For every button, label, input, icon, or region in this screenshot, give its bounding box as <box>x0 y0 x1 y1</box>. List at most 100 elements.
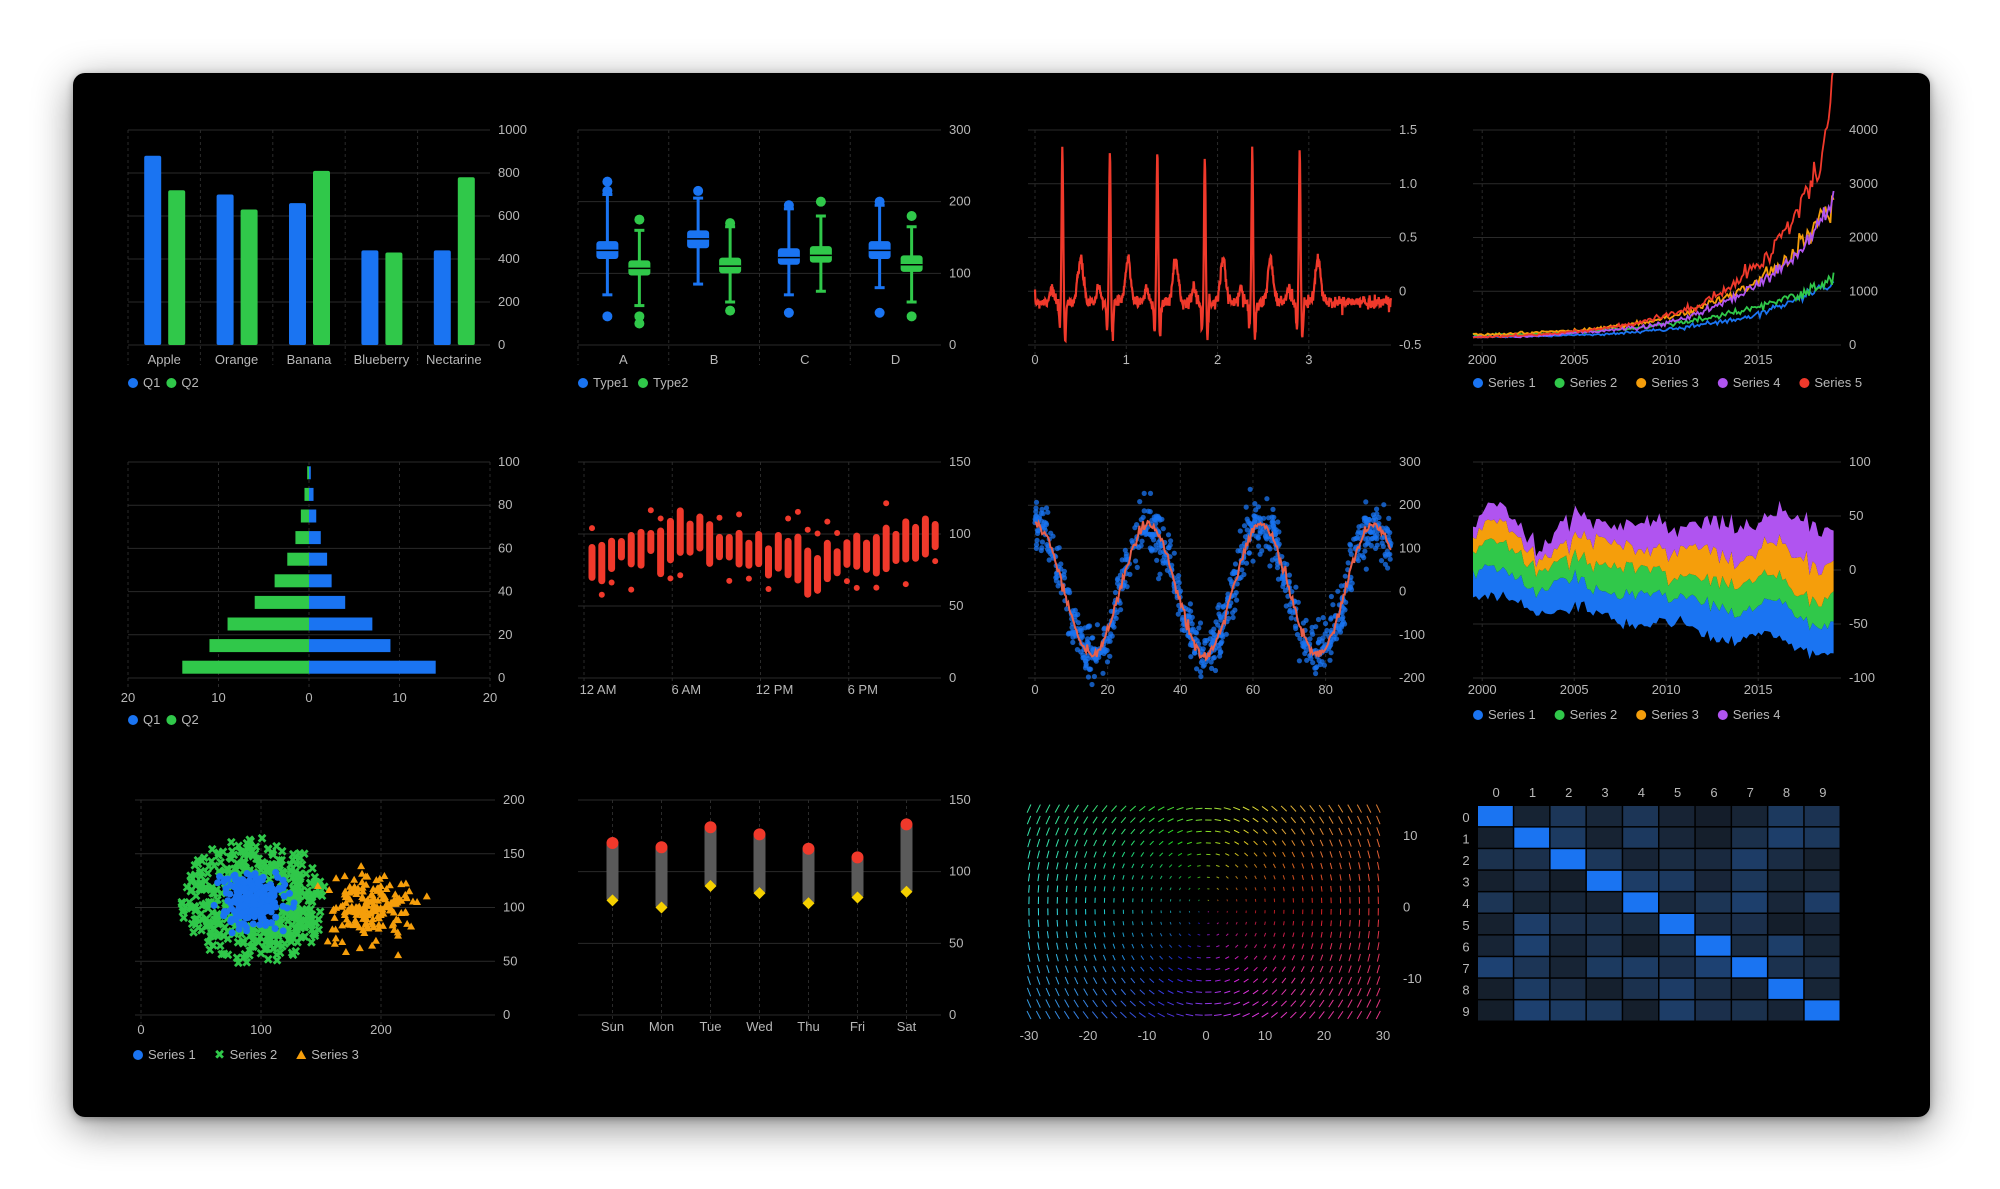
scatter-cross: ✖ <box>297 858 308 873</box>
scatter-cross: ✖ <box>248 939 259 954</box>
vector-arrow <box>1329 943 1333 950</box>
scatter-cross: ✖ <box>262 925 273 940</box>
scatter-triangle <box>376 888 385 896</box>
scatter-cross: ✖ <box>213 917 224 932</box>
vector-arrow <box>1111 988 1117 996</box>
scatter-point <box>1233 590 1239 596</box>
vector-arrow <box>1223 1013 1232 1017</box>
scatter-triangle <box>407 922 416 930</box>
vector-arrow <box>1036 976 1041 985</box>
scatter-point <box>1075 611 1081 618</box>
heatmap-cell <box>1804 849 1840 870</box>
range-bar <box>696 513 704 552</box>
scatter-cross: ✖ <box>255 922 266 937</box>
range-bar <box>851 857 864 898</box>
scatter-cross: ✖ <box>238 854 249 869</box>
vector-arrow <box>1046 965 1050 974</box>
vector-arrow <box>1377 942 1380 951</box>
scatter-point <box>1309 629 1315 635</box>
scatter-point <box>1378 558 1385 564</box>
scatter-triangle <box>352 918 361 926</box>
vector-arrow <box>1083 839 1088 847</box>
vector-arrow <box>1047 919 1049 927</box>
vector-arrow <box>1216 922 1219 925</box>
scatter-cross: ✖ <box>288 888 299 903</box>
scatter-cross: ✖ <box>287 909 298 924</box>
vector-arrow <box>1226 899 1228 902</box>
scatter-cross: ✖ <box>260 935 271 950</box>
vector-arrow <box>1198 899 1200 902</box>
scatter-point <box>1102 649 1108 655</box>
scatter-cross: ✖ <box>292 877 303 892</box>
vector-arrow <box>1196 956 1202 959</box>
scatter-point <box>1381 502 1387 508</box>
vector-arrow <box>1094 920 1096 926</box>
heatmap-cell <box>1695 957 1731 978</box>
vector-arrow <box>1311 886 1314 892</box>
vector-arrow <box>1101 1000 1108 1007</box>
vector-arrow <box>1084 931 1087 938</box>
vector-arrow <box>1026 999 1032 1008</box>
y-tick-label: 800 <box>498 165 520 180</box>
scatter-triangle <box>363 922 372 930</box>
scatter-cross: ✖ <box>208 886 219 901</box>
legend-label: Series 1 <box>148 1047 196 1062</box>
vector-arrow <box>1158 967 1164 972</box>
scatter-cross: ✖ <box>201 918 212 933</box>
vector-arrow <box>1375 1010 1381 1020</box>
scatter-cross: ✖ <box>319 879 330 894</box>
scatter-point <box>1342 607 1348 613</box>
scatter-cross: ✖ <box>263 841 274 856</box>
high-marker <box>606 837 619 849</box>
vector-arrow <box>1083 827 1088 836</box>
scatter-point <box>1245 519 1251 525</box>
scatter-point <box>1382 561 1388 567</box>
outlier-dot <box>843 578 850 585</box>
scatter-cross: ✖ <box>272 860 283 875</box>
scatter-cross: ✖ <box>218 946 229 961</box>
vector-arrow <box>1264 887 1266 891</box>
scatter-triangle <box>361 905 370 913</box>
scatter-point <box>1122 547 1128 553</box>
range-bar <box>755 531 763 568</box>
heatmap-cell <box>1550 827 1586 848</box>
heatmap-cell <box>1768 806 1804 827</box>
vector-arrow <box>1073 804 1079 813</box>
vector-arrow <box>1291 943 1295 949</box>
high-marker <box>655 841 668 854</box>
scatter-cross: ✖ <box>294 856 305 871</box>
scatter-point <box>1089 681 1095 688</box>
scatter-triangle <box>366 909 375 917</box>
y-tick-label: 200 <box>498 294 520 309</box>
x-tick-label: Wed <box>746 1019 773 1034</box>
vector-arrow <box>1253 863 1258 868</box>
vector-arrow <box>1196 968 1202 970</box>
vector-arrow <box>1328 804 1334 813</box>
outlier <box>602 311 613 322</box>
scatter-cross: ✖ <box>191 911 202 926</box>
heatmap-cell <box>1732 935 1767 956</box>
high-marker <box>753 828 766 841</box>
scatter-cross: ✖ <box>288 847 299 862</box>
y-tick-label: -10 <box>1403 971 1422 986</box>
scatter-cross: ✖ <box>206 854 217 869</box>
scatter-cross: ✖ <box>288 890 299 905</box>
scatter-triangle <box>358 893 367 901</box>
vector-arrow <box>1036 987 1041 997</box>
vector-arrow <box>1223 1002 1231 1005</box>
scatter-triangle <box>405 887 414 895</box>
scatter-point <box>1295 599 1301 605</box>
vector-arrow <box>1150 944 1154 949</box>
range-bar <box>666 517 674 564</box>
vector-arrow <box>1065 931 1068 938</box>
scatter-cross: ✖ <box>275 854 286 869</box>
scatter-cross: ✖ <box>273 929 284 944</box>
vector-arrow <box>1301 954 1305 961</box>
heatmap-cell <box>1695 892 1731 913</box>
area-layer <box>1473 564 1834 660</box>
scatter-cross: ✖ <box>264 863 275 878</box>
vector-arrow <box>1367 838 1371 848</box>
y-tick-label: 1.5 <box>1399 122 1417 137</box>
y-tick-label: 150 <box>949 792 971 807</box>
